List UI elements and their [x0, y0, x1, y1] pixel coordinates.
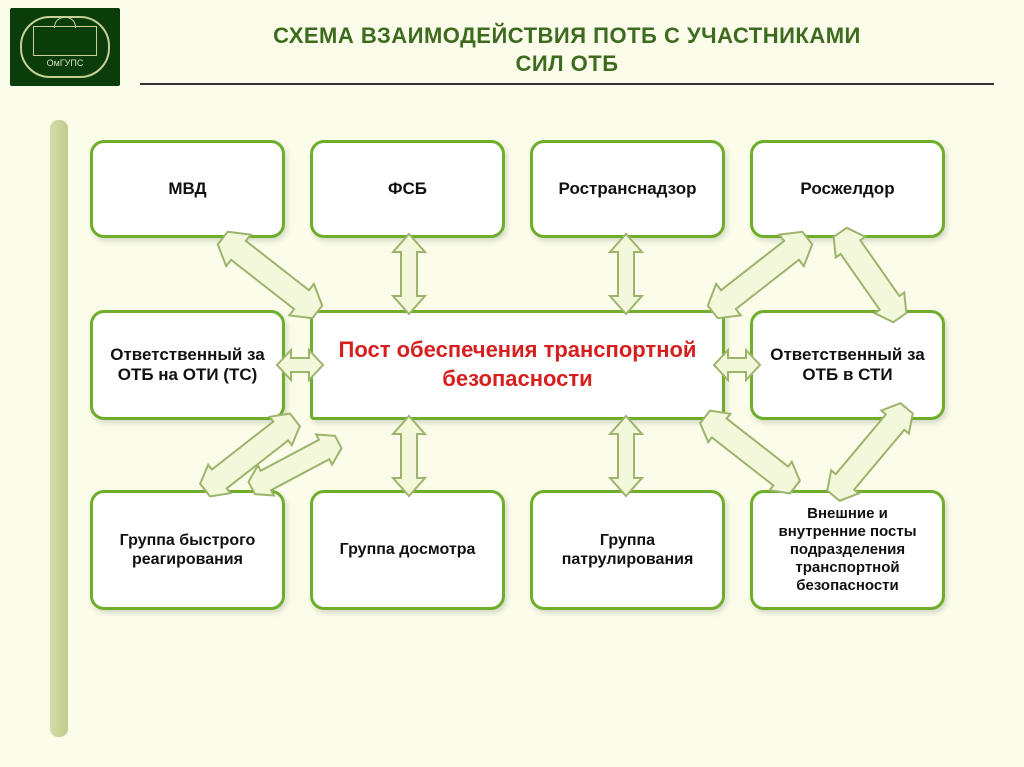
node-patrol-label: Группа патрулирования: [543, 531, 712, 569]
node-mvd-label: МВД: [168, 179, 206, 199]
arrow-mvd-center: [200, 225, 340, 325]
arrow-center-bot2: [385, 414, 433, 498]
node-fsb-label: ФСБ: [388, 179, 427, 199]
node-patrol: Группа патрулирования: [530, 490, 725, 610]
node-rostransnadzor: Ространснадзор: [530, 140, 725, 238]
page-title: СХЕМА ВЗАИМОДЕЙСТВИЯ ПОТБ С УЧАСТНИКАМИ …: [140, 22, 994, 77]
title-underline: [140, 83, 994, 85]
arrow-rightmid-center: [712, 342, 762, 388]
arrow-leftmid-center: [275, 342, 325, 388]
arrow-center-bot3: [602, 414, 650, 498]
arrow-roszheldor-rightmid: [810, 225, 930, 325]
title-line2: СИЛ ОТБ: [515, 51, 618, 76]
logo: ОмГУПС: [10, 8, 120, 86]
node-posts-label: Внешние и внутренние посты подразделения…: [763, 505, 932, 595]
arrow-rostrans-center: [602, 232, 650, 316]
vertical-accent-bar: [50, 120, 68, 737]
node-rostransnadzor-label: Ространснадзор: [559, 179, 697, 199]
node-fsb: ФСБ: [310, 140, 505, 238]
node-roszheldor-label: Росжелдор: [800, 179, 894, 199]
node-rapid-response-label: Группа быстрого реагирования: [103, 531, 272, 569]
node-center-label: Пост обеспечения транспортной безопаснос…: [313, 336, 722, 393]
node-roszheldor: Росжелдор: [750, 140, 945, 238]
logo-text: ОмГУПС: [47, 58, 84, 68]
logo-building-icon: [33, 26, 97, 56]
logo-emblem: ОмГУПС: [20, 16, 110, 78]
diagram-area: МВД ФСБ Ространснадзор Росжелдор Ответст…: [50, 120, 994, 737]
arrow-bot1-center: [240, 420, 350, 510]
node-inspection-label: Группа досмотра: [340, 540, 476, 559]
node-responsible-oti: Ответственный за ОТБ на ОТИ (ТС): [90, 310, 285, 420]
node-responsible-oti-label: Ответственный за ОТБ на ОТИ (ТС): [103, 345, 272, 385]
node-posts: Внешние и внутренние посты подразделения…: [750, 490, 945, 610]
title-block: СХЕМА ВЗАИМОДЕЙСТВИЯ ПОТБ С УЧАСТНИКАМИ …: [140, 22, 994, 85]
title-line1: СХЕМА ВЗАИМОДЕЙСТВИЯ ПОТБ С УЧАСТНИКАМИ: [273, 23, 861, 48]
arrow-fsb-center: [385, 232, 433, 316]
arrow-rightmid-centerSE: [685, 402, 815, 502]
arrow-roszheldor-center: [690, 225, 830, 325]
arrow-rightmid-bot4: [805, 402, 935, 502]
node-mvd: МВД: [90, 140, 285, 238]
node-responsible-sti-label: Ответственный за ОТБ в СТИ: [763, 345, 932, 385]
node-center-potb: Пост обеспечения транспортной безопаснос…: [310, 310, 725, 420]
